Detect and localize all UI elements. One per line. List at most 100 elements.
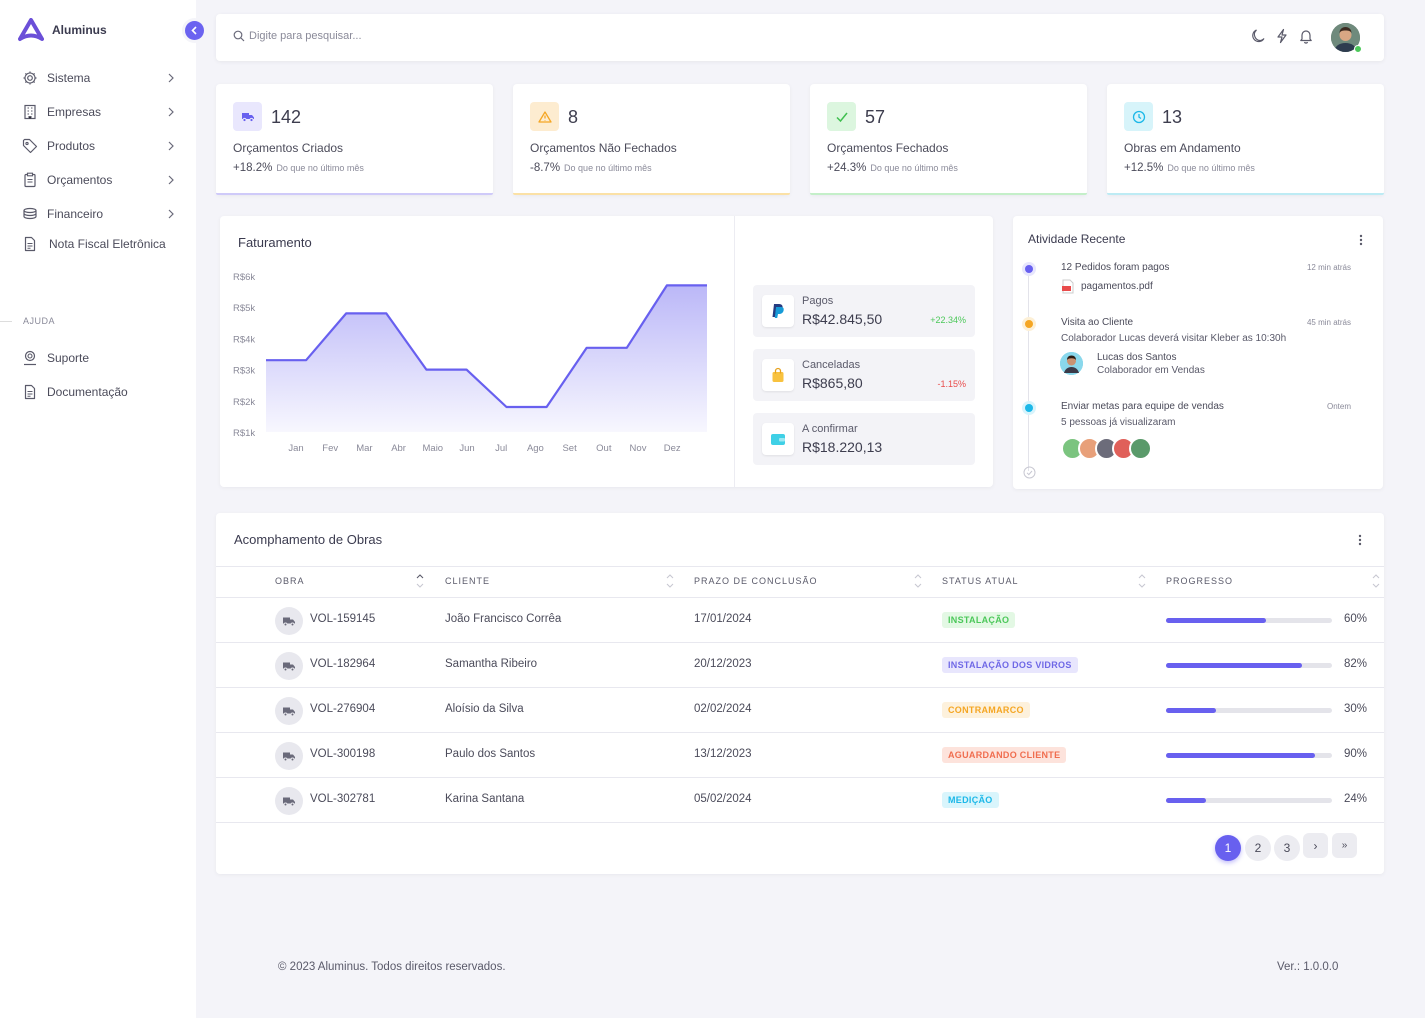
column-header-status[interactable]: STATUS ATUAL: [942, 576, 1019, 586]
revenue-chart: R$6k R$5k R$4k R$3k R$2k R$1k Jan Fev Mar Abr Maio…: [233, 272, 707, 454]
next-page-button[interactable]: ›: [1303, 833, 1328, 858]
avatar: [1060, 352, 1083, 375]
divider: [734, 216, 735, 487]
x-tick-label: Nov: [630, 443, 647, 454]
collapse-sidebar-button[interactable]: [185, 21, 204, 40]
stat-change: -8.7% Do que no último mês: [530, 162, 652, 174]
activity-item-title: Visita ao Cliente: [1061, 317, 1134, 328]
sidebar-item-label: Suporte: [47, 351, 90, 365]
activity-item-time: Ontem: [1326, 402, 1351, 411]
sidebar-item-nota-fiscal[interactable]: Nota Fiscal Eletrônica: [22, 233, 178, 255]
obra-id[interactable]: VOL-276904: [310, 703, 376, 715]
sort-icon[interactable]: [416, 572, 424, 590]
table-row[interactable]: VOL-276904 Aloísio da Silva 02/02/2024 CONT…: [216, 687, 1384, 732]
payment-pagos[interactable]: Pagos R$42.845,50 +22.34%: [753, 285, 975, 337]
progress-percent: 82%: [1344, 658, 1368, 670]
last-page-button[interactable]: »: [1332, 833, 1357, 858]
sidebar-item-label: Financeiro: [47, 207, 104, 221]
more-vertical-icon[interactable]: [1358, 534, 1362, 546]
client-name: Samantha Ribeiro: [445, 658, 538, 670]
activity-item-title: Enviar metas para equipe de vendas: [1061, 401, 1224, 412]
stat-value: 8: [568, 107, 579, 127]
search-input[interactable]: Digite para pesquisar...: [233, 30, 362, 42]
brand[interactable]: Aluminus: [18, 18, 107, 42]
truck-icon: [275, 697, 303, 725]
activity-item-desc: 5 pessoas já visualizaram: [1061, 417, 1176, 428]
tag-icon: [22, 138, 38, 154]
search-icon: [233, 30, 245, 42]
status-badge: INSTALAÇÃO: [942, 612, 1016, 628]
column-header-prazo[interactable]: PRAZO DE CONCLUSÃO: [694, 576, 818, 586]
revenue-area: [266, 285, 707, 432]
person-name: Lucas dos Santos: [1097, 352, 1177, 363]
payment-a-confirmar[interactable]: A confirmar R$18.220,13: [753, 413, 975, 465]
moon-icon[interactable]: [1250, 28, 1266, 44]
sidebar-item-empresas[interactable]: Empresas: [22, 101, 178, 123]
status-badge: CONTRAMARCO: [942, 702, 1030, 718]
timeline-line: [1028, 271, 1029, 471]
obra-id[interactable]: VOL-300198: [310, 748, 376, 760]
status-badge: INSTALAÇÃO DOS VIDROS: [942, 657, 1078, 673]
table-row[interactable]: VOL-300198 Paulo dos Santos 13/12/2023 AGUA…: [216, 732, 1384, 777]
stat-accent-bar: [216, 193, 493, 195]
due-date: 02/02/2024: [694, 703, 752, 715]
client-name: João Francisco Corrêa: [445, 613, 562, 625]
payment-canceladas[interactable]: Canceladas R$865,80 -1.15%: [753, 349, 975, 401]
column-header-cliente[interactable]: CLIENTE: [445, 576, 491, 586]
activity-file-name[interactable]: pagamentos.pdf: [1081, 281, 1153, 292]
works-card: Acomphamento de Obras: [216, 513, 1384, 874]
chevron-right-icon: [168, 107, 174, 117]
truck-icon: [275, 787, 303, 815]
more-vertical-icon[interactable]: [1359, 234, 1363, 246]
table-row[interactable]: VOL-302781 Karina Santana 05/02/2024 MEDIÇÃ…: [216, 777, 1384, 822]
stat-card-obras-andamento: 13 Obras em Andamento +12.5% Do que no úl…: [1107, 84, 1384, 195]
x-tick-label: Dez: [664, 443, 681, 454]
page-button-2[interactable]: 2: [1245, 835, 1271, 861]
sort-icon[interactable]: [1138, 572, 1146, 590]
wallet-icon: [762, 423, 794, 455]
table-row[interactable]: VOL-159145 João Francisco Corrêa 17/01/202…: [216, 597, 1384, 642]
obra-id[interactable]: VOL-182964: [310, 658, 376, 670]
table-row[interactable]: VOL-182964 Samantha Ribeiro 20/12/2023 INST…: [216, 642, 1384, 687]
stat-label: Orçamentos Não Fechados: [530, 141, 677, 155]
stat-change: +12.5% Do que no último mês: [1124, 162, 1255, 174]
page-button-1[interactable]: 1: [1215, 835, 1241, 861]
sidebar-item-produtos[interactable]: Produtos: [22, 135, 178, 157]
client-name: Paulo dos Santos: [445, 748, 536, 760]
activity-item-title: 12 Pedidos foram pagos: [1061, 262, 1170, 273]
sidebar-item-suporte[interactable]: Suporte: [22, 347, 178, 369]
page-button-3[interactable]: 3: [1274, 835, 1300, 861]
truck-icon: [275, 607, 303, 635]
stat-value: 57: [865, 107, 886, 127]
progress-fill: [1166, 663, 1303, 668]
sidebar-item-documentacao[interactable]: Documentação: [22, 381, 178, 403]
truck-icon: [275, 742, 303, 770]
check-icon: [827, 102, 856, 131]
obra-id[interactable]: VOL-159145: [310, 613, 376, 625]
payment-label: A confirmar: [802, 423, 858, 435]
sidebar-item-label: Documentação: [47, 385, 128, 399]
sort-icon[interactable]: [1372, 572, 1380, 590]
sort-icon[interactable]: [914, 572, 922, 590]
activity-card: Atividade Recente 12 Pedidos foram pagos…: [1013, 216, 1383, 489]
brand-name: Aluminus: [52, 23, 107, 37]
online-status-dot: [1354, 45, 1362, 53]
person-role: Colaborador em Vendas: [1097, 365, 1205, 376]
lightning-icon[interactable]: [1274, 28, 1290, 44]
y-tick-label: R$6k: [233, 272, 255, 283]
sidebar-item-orcamentos[interactable]: Orçamentos: [22, 169, 178, 191]
progress-bar: [1166, 753, 1332, 758]
revenue-line: [266, 284, 707, 409]
sidebar-item-financeiro[interactable]: Financeiro: [22, 203, 178, 225]
column-header-progresso[interactable]: PROGRESSO: [1166, 576, 1234, 586]
column-header-obra[interactable]: OBRA: [275, 576, 305, 586]
sidebar: Aluminus Sistema Empresas Produtos Orçam…: [0, 0, 196, 1018]
sidebar-item-sistema[interactable]: Sistema: [22, 67, 178, 89]
stat-change: +18.2% Do que no último mês: [233, 162, 364, 174]
sort-icon[interactable]: [666, 572, 674, 590]
stat-value: 142: [271, 107, 302, 127]
obra-id[interactable]: VOL-302781: [310, 793, 376, 805]
footer-copyright: © 2023 Aluminus. Todos direitos reservad…: [278, 961, 506, 973]
bell-icon[interactable]: [1298, 28, 1314, 44]
x-tick-label: Jan: [288, 443, 303, 454]
